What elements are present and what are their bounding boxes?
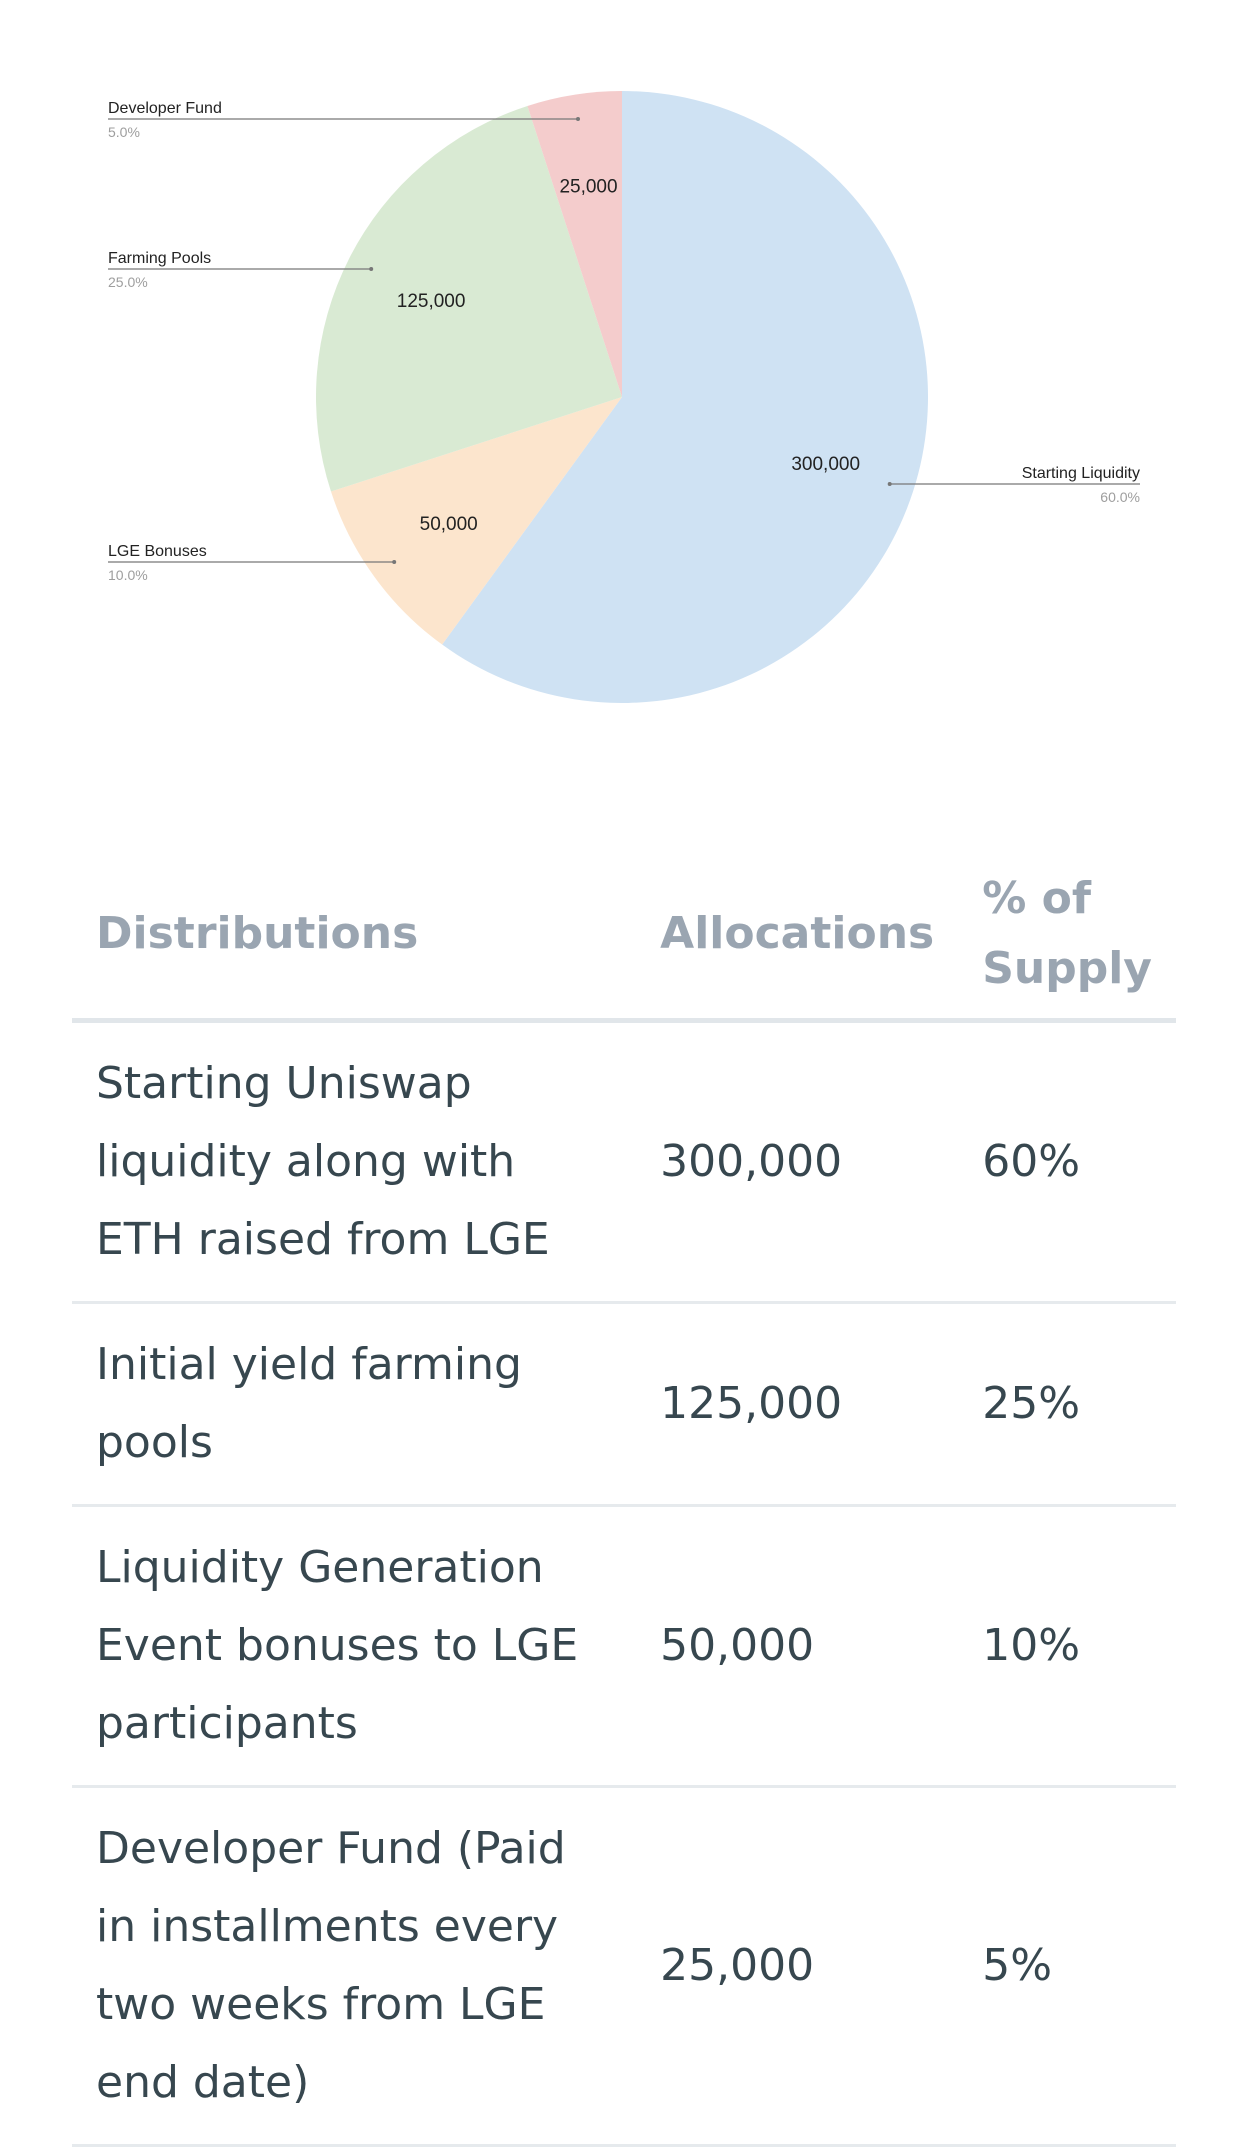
row-percent: 60% xyxy=(958,1020,1176,1304)
row-allocation: 125,000 xyxy=(636,1302,959,1507)
pie-slice-developer-fund xyxy=(527,91,622,397)
pie-percent-label-lge-bonuses: 10.0% xyxy=(108,567,148,583)
table-row: Initial yield farming pools 125,000 25% xyxy=(72,1302,1176,1507)
pie-chart: 300,000 Starting Liquidity 60.0% 50,000 LGE … xyxy=(108,91,1140,703)
row-percent: 25% xyxy=(958,1302,1176,1507)
pie-slice-starting-liquidity xyxy=(442,91,929,703)
row-distribution: Liquidity Generation Event bonuses to LG… xyxy=(72,1505,637,1788)
row-allocation: 50,000 xyxy=(636,1505,959,1788)
row-percent: 10% xyxy=(958,1505,1176,1788)
pie-value-label-starting-liquidity: 300,000 xyxy=(791,454,860,475)
table-row: Starting Uniswap liquidity along with ET… xyxy=(72,1020,1176,1304)
pie-percent-label-farming-pools: 25.0% xyxy=(108,274,148,290)
leader-dot-developer-fund xyxy=(576,117,580,121)
header-percent-of-supply: % of Supply xyxy=(958,850,1176,1023)
pie-category-label-farming-pools: Farming Pools xyxy=(108,250,211,267)
table-row: Liquidity Generation Event bonuses to LG… xyxy=(72,1505,1176,1788)
distribution-table-container: Distributions Allocations % of Supply St… xyxy=(72,850,1176,2147)
pie-slice-farming-pools xyxy=(316,105,622,492)
row-percent: 5% xyxy=(958,1786,1176,2147)
table-header-row: Distributions Allocations % of Supply xyxy=(72,850,1176,1023)
pie-percent-label-starting-liquidity: 60.0% xyxy=(1100,489,1140,505)
row-allocation: 25,000 xyxy=(636,1786,959,2147)
pie-category-label-developer-fund: Developer Fund xyxy=(108,100,222,117)
pie-category-label-lge-bonuses: LGE Bonuses xyxy=(108,543,207,560)
pie-slice-lge-bonuses xyxy=(330,397,622,645)
row-distribution: Developer Fund (Paid in installments eve… xyxy=(72,1786,637,2147)
pie-percent-label-developer-fund: 5.0% xyxy=(108,124,140,140)
leader-dot-lge-bonuses xyxy=(392,560,397,564)
row-allocation: 300,000 xyxy=(636,1020,959,1304)
distribution-table: Distributions Allocations % of Supply St… xyxy=(72,850,1176,2147)
row-distribution: Starting Uniswap liquidity along with ET… xyxy=(72,1020,637,1304)
leader-dot-farming-pools xyxy=(369,267,374,271)
header-allocations: Allocations xyxy=(636,850,959,1023)
table-row: Developer Fund (Paid in installments eve… xyxy=(72,1786,1176,2147)
row-distribution: Initial yield farming pools xyxy=(72,1302,637,1507)
pie-category-label-starting-liquidity: Starting Liquidity xyxy=(1022,465,1140,482)
header-distributions: Distributions xyxy=(72,850,637,1023)
pie-value-label-farming-pools: 125,000 xyxy=(397,291,466,312)
pie-value-label-developer-fund: 25,000 xyxy=(559,176,617,197)
pie-value-label-lge-bonuses: 50,000 xyxy=(420,514,478,535)
leader-dot-starting-liquidity xyxy=(887,482,892,486)
